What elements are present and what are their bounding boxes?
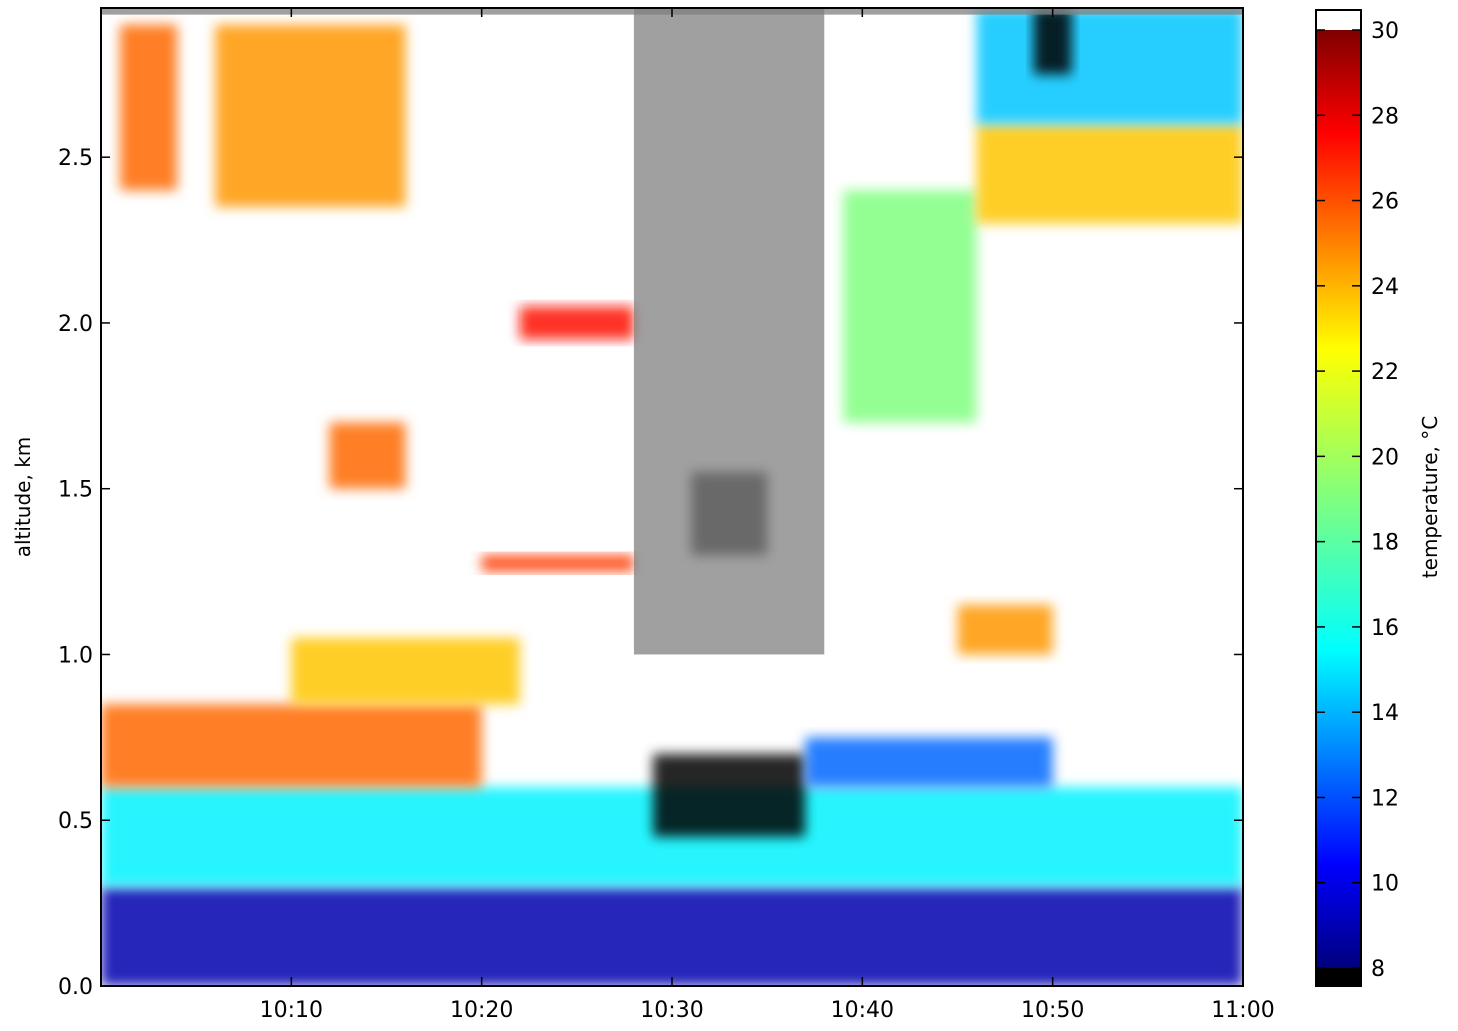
heatmap-region <box>843 190 977 423</box>
y-tick-label: 0.5 <box>58 809 93 834</box>
colorbar-tick-label: 28 <box>1371 104 1399 129</box>
colorbar-label: temperature, °C <box>1418 416 1442 578</box>
heatmap-region <box>215 24 406 207</box>
heatmap-region <box>976 8 1243 125</box>
colorbar-ticks: 8 10 12 14 16 18 20 22 24 26 28 30 <box>1316 19 1399 982</box>
y-tick-label: 1.5 <box>58 478 93 503</box>
heatmap-region <box>976 124 1243 224</box>
colorbar-tick-label: 20 <box>1371 445 1399 470</box>
y-tick-label: 2.0 <box>58 312 93 337</box>
colorbar-tick-label: 24 <box>1371 275 1399 300</box>
colorbar-tick-label: 16 <box>1371 616 1399 641</box>
x-tick-label: 10:20 <box>450 998 513 1023</box>
y-axis-label: altitude, km <box>11 437 35 558</box>
x-tick-label: 10:40 <box>831 998 894 1023</box>
heatmap-region <box>1033 8 1072 75</box>
colorbar-tick-label: 26 <box>1371 190 1399 215</box>
x-tick-label: 10:50 <box>1021 998 1084 1023</box>
colorbar-frame <box>1315 9 1362 987</box>
colorbar-tick-label: 8 <box>1371 957 1385 982</box>
y-tick-label: 1.0 <box>58 643 93 668</box>
no-data-region <box>633 8 825 655</box>
colorbar: 8 10 12 14 16 18 20 22 24 26 28 30 <box>1315 9 1399 987</box>
heatmap-region <box>329 422 406 489</box>
y-tick-label: 2.5 <box>58 146 93 171</box>
y-tick-label: 0.0 <box>58 975 93 1000</box>
x-axis: 10:10 10:20 10:30 10:40 10:50 11:00 <box>260 8 1275 1023</box>
y-axis: 0.0 0.5 1.0 1.5 2.0 2.5 <box>58 146 1243 1000</box>
x-tick-label: 11:00 <box>1211 998 1274 1023</box>
heatmap-cells <box>101 8 1243 986</box>
colorbar-tick-label: 14 <box>1371 701 1399 726</box>
heatmap-region <box>120 24 178 191</box>
colorbar-tick-label: 22 <box>1371 360 1399 385</box>
heatmap-region <box>957 604 1053 655</box>
colorbar-tick-label: 18 <box>1371 531 1399 556</box>
heatmap-region <box>481 555 634 572</box>
colorbar-tick-label: 30 <box>1371 19 1399 44</box>
heatmap-region <box>805 737 1053 788</box>
x-tick-label: 10:30 <box>640 998 703 1023</box>
colorbar-gradient <box>1316 30 1361 968</box>
colorbar-under-segment <box>1316 968 1361 986</box>
heatmap-region <box>101 704 482 788</box>
heatmap-region <box>519 306 634 340</box>
colorbar-tick-label: 12 <box>1371 786 1399 811</box>
colorbar-over-segment <box>1316 10 1361 30</box>
heatmap-region <box>101 886 1243 986</box>
heatmap-region <box>291 637 520 705</box>
x-tick-label: 10:10 <box>260 998 323 1023</box>
heatmap-region <box>652 753 806 837</box>
colorbar-tick-label: 10 <box>1371 872 1399 897</box>
